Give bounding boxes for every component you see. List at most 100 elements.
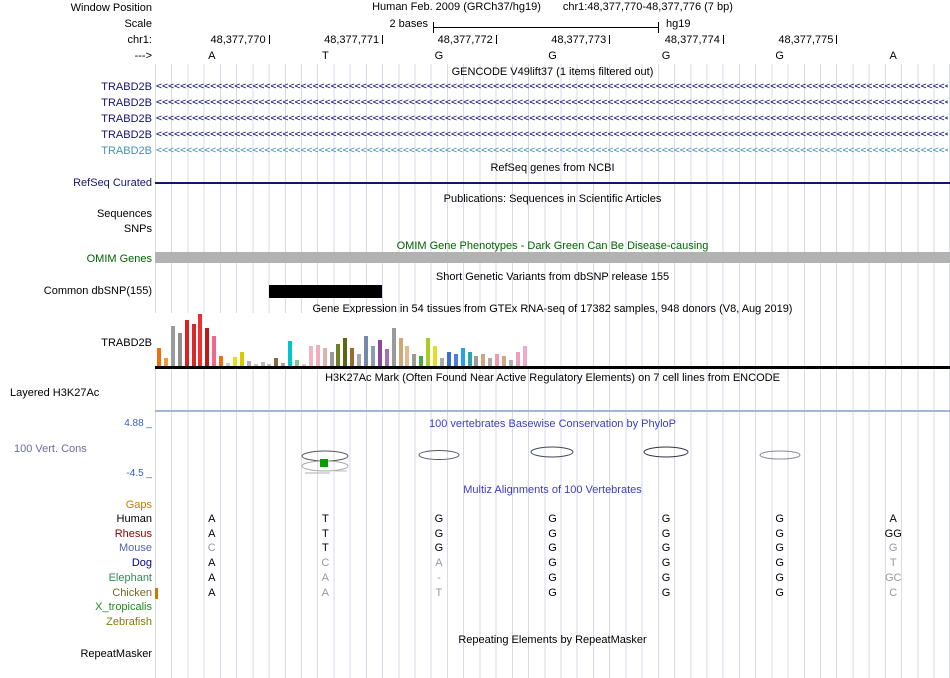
gene-exon-arrow-line[interactable]: <<<<<<<<<<<<<<<<<<<<<<<<<<<<<<<<<<<<<<<<…: [156, 81, 948, 92]
omim-genes-label[interactable]: OMIM Genes: [86, 253, 152, 265]
omim-gene-bar[interactable]: [155, 252, 950, 263]
gtex-expression-bar: [433, 346, 437, 366]
conservation-max-value: 4.88 _: [124, 418, 152, 429]
window-position-label: Window Position: [70, 2, 152, 14]
h3k27ac-track-label[interactable]: Layered H3K27Ac: [10, 387, 100, 399]
species-label-elephant[interactable]: Elephant: [108, 572, 152, 584]
aligned-base: T: [321, 528, 329, 540]
gtex-track-title: Gene Expression in 54 tissues from GTEx …: [312, 303, 793, 315]
repeatmasker-track-label[interactable]: RepeatMasker: [80, 648, 152, 660]
gtex-expression-bar: [481, 354, 486, 366]
reference-base: T: [321, 50, 329, 62]
species-label-dog[interactable]: Dog: [131, 557, 152, 569]
cons-glyph: [643, 446, 689, 458]
ruler-tick: [496, 35, 497, 44]
refseq-curated-label[interactable]: RefSeq Curated: [73, 177, 152, 189]
aligned-base: GC: [884, 572, 902, 584]
aligned-base: A: [321, 587, 330, 599]
gtex-expression-bar: [474, 356, 479, 366]
aligned-base: G: [775, 572, 784, 584]
species-label-chicken[interactable]: Chicken: [112, 587, 152, 599]
gtex-expression-bar: [191, 324, 196, 366]
conservation-track-title: 100 vertebrates Basewise Conservation by…: [428, 418, 677, 430]
aligned-base: T: [435, 587, 443, 599]
gene-track-label-trabd2b[interactable]: TRABD2B: [101, 145, 152, 157]
gtex-expression-bar: [398, 338, 403, 366]
scale-assembly: hg19: [666, 18, 691, 30]
ruler-tick: [382, 35, 383, 44]
gtex-expression-bar: [522, 346, 527, 366]
aligned-base: A: [208, 513, 216, 525]
gtex-expression-bar: [226, 363, 230, 366]
gene-track-label-trabd2b[interactable]: TRABD2B: [101, 81, 152, 93]
gtex-expression-bar: [412, 354, 417, 366]
gtex-expression-bar: [343, 338, 348, 366]
gtex-expression-bar: [163, 358, 168, 366]
aligned-base: G: [775, 587, 784, 599]
gtex-expression-bar: [260, 362, 265, 366]
ruler-coordinate: 48,377,774: [664, 34, 720, 46]
reference-base: G: [661, 50, 671, 62]
conservation-track-glyphs: [301, 446, 801, 474]
ruler-coordinate: 48,377,771: [324, 34, 380, 46]
gtex-expression-bar: [419, 356, 424, 366]
aligned-base: G: [775, 557, 784, 569]
species-label-human[interactable]: Human: [116, 513, 152, 525]
assembly-title: Human Feb. 2009 (GRCh37/hg19): [372, 1, 541, 13]
gtex-expression-bar: [322, 348, 327, 366]
gtex-expression-bar: [488, 358, 493, 366]
gtex-expression-bar: [467, 352, 472, 366]
gtex-expression-bar: [219, 356, 224, 366]
sequences-track-label[interactable]: Sequences: [96, 208, 152, 220]
refseq-curated-gene-line[interactable]: [155, 182, 950, 184]
species-label-mouse[interactable]: Mouse: [118, 542, 152, 554]
dbsnp-variant-bar[interactable]: [269, 285, 382, 298]
gtex-expression-bar: [377, 340, 382, 366]
gene-exon-arrow-line[interactable]: <<<<<<<<<<<<<<<<<<<<<<<<<<<<<<<<<<<<<<<<…: [156, 113, 948, 124]
gene-exon-arrow-line[interactable]: <<<<<<<<<<<<<<<<<<<<<<<<<<<<<<<<<<<<<<<<…: [156, 97, 948, 108]
species-label-zebrafish[interactable]: Zebrafish: [106, 616, 152, 628]
ruler-tick: [269, 35, 270, 44]
aligned-base: T: [889, 557, 897, 569]
dbsnp-track-label[interactable]: Common dbSNP(155): [43, 285, 152, 297]
gtex-expression-bar: [336, 344, 341, 366]
gaps-row-label[interactable]: Gaps: [125, 499, 152, 511]
gene-exon-arrow-line[interactable]: <<<<<<<<<<<<<<<<<<<<<<<<<<<<<<<<<<<<<<<<…: [156, 129, 948, 140]
chrom-label: chr1:: [127, 34, 152, 46]
conservation-track-label[interactable]: 100 Vert. Cons: [14, 443, 87, 455]
aligned-base: C: [321, 557, 330, 569]
snps-track-label[interactable]: SNPs: [123, 223, 152, 235]
h3k27ac-baseline: [155, 410, 950, 412]
gtex-expression-bar: [170, 326, 175, 366]
aligned-base: C: [207, 542, 216, 554]
aligned-base: G: [434, 528, 444, 540]
gene-track-label-trabd2b[interactable]: TRABD2B: [101, 129, 152, 141]
reference-base: G: [548, 50, 557, 62]
aligned-base: A: [208, 528, 216, 540]
gene-exon-arrow-line[interactable]: <<<<<<<<<<<<<<<<<<<<<<<<<<<<<<<<<<<<<<<<…: [156, 145, 948, 156]
gtex-gene-label[interactable]: TRABD2B: [101, 337, 152, 349]
gtex-expression-bar: [502, 356, 506, 366]
gtex-expression-bar: [315, 345, 320, 366]
scale-value: 2 bases: [389, 18, 428, 30]
aligned-base: A: [208, 572, 216, 584]
species-label-rhesus[interactable]: Rhesus: [114, 528, 152, 540]
species-label-x_tropicalis[interactable]: X_tropicalis: [95, 601, 152, 613]
gtex-expression-bar: [329, 352, 334, 366]
reference-base: G: [775, 50, 784, 62]
scale-row-label: Scale: [124, 18, 152, 30]
gene-track-label-trabd2b[interactable]: TRABD2B: [101, 113, 152, 125]
aligned-base: G: [661, 587, 671, 599]
aligned-base: G: [548, 572, 557, 584]
gene-track-label-trabd2b[interactable]: TRABD2B: [101, 97, 152, 109]
gtex-expression-bar: [515, 352, 520, 366]
gtex-expression-bar: [246, 361, 251, 366]
publications-track-title: Publications: Sequences in Scientific Ar…: [443, 193, 662, 205]
gtex-expression-bar: [281, 363, 286, 366]
ruler-tick: [609, 35, 610, 44]
dbsnp-track-title: Short Genetic Variants from dbSNP releas…: [435, 271, 670, 283]
aligned-base: A: [208, 557, 216, 569]
reference-base: A: [889, 50, 897, 62]
gtex-expression-bar: [205, 328, 210, 366]
gtex-expression-bar: [405, 346, 410, 366]
